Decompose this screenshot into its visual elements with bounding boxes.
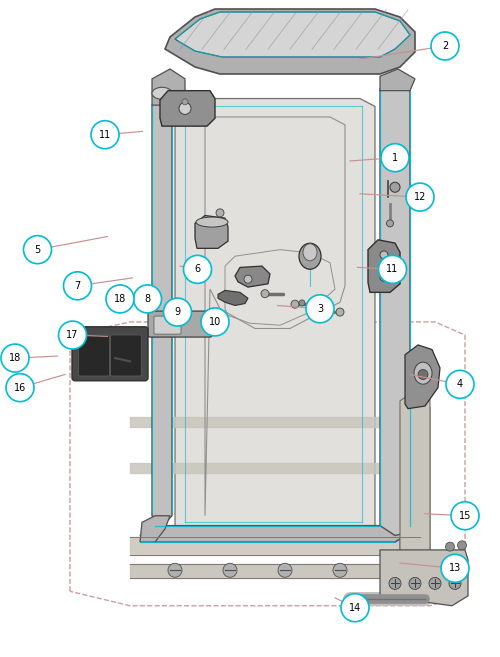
Text: 1: 1	[392, 152, 398, 163]
Circle shape	[446, 371, 474, 398]
Circle shape	[341, 594, 369, 622]
Text: 16: 16	[14, 382, 26, 393]
Polygon shape	[368, 240, 400, 292]
Circle shape	[24, 236, 52, 263]
Circle shape	[291, 300, 299, 308]
Polygon shape	[400, 397, 430, 604]
Circle shape	[381, 144, 409, 171]
Text: 11: 11	[386, 264, 398, 275]
Polygon shape	[380, 72, 410, 542]
Polygon shape	[140, 526, 410, 542]
Polygon shape	[165, 9, 415, 74]
Text: 10: 10	[209, 317, 221, 327]
Polygon shape	[235, 266, 270, 287]
Polygon shape	[405, 345, 440, 409]
Circle shape	[441, 555, 469, 582]
Text: 9: 9	[174, 307, 180, 317]
FancyBboxPatch shape	[154, 316, 181, 334]
Text: 5: 5	[34, 244, 40, 255]
Circle shape	[429, 578, 441, 589]
Polygon shape	[152, 91, 172, 526]
Circle shape	[223, 563, 237, 578]
Circle shape	[114, 349, 126, 361]
Circle shape	[380, 273, 388, 281]
Text: 13: 13	[449, 563, 461, 574]
Text: 6: 6	[194, 264, 200, 275]
Circle shape	[106, 285, 134, 313]
Circle shape	[91, 121, 119, 148]
Circle shape	[409, 578, 421, 589]
Circle shape	[201, 308, 229, 336]
Circle shape	[333, 563, 347, 578]
Circle shape	[164, 298, 192, 326]
Circle shape	[179, 102, 191, 114]
Circle shape	[389, 578, 401, 589]
Circle shape	[216, 209, 224, 217]
Circle shape	[261, 290, 269, 298]
Circle shape	[244, 275, 252, 283]
Circle shape	[1, 344, 29, 372]
Polygon shape	[175, 12, 410, 57]
Text: 4: 4	[457, 379, 463, 390]
Text: 11: 11	[99, 129, 111, 140]
Text: 18: 18	[114, 294, 126, 304]
Text: 15: 15	[459, 510, 471, 521]
FancyBboxPatch shape	[110, 335, 142, 376]
Circle shape	[418, 369, 428, 380]
Ellipse shape	[196, 217, 228, 227]
Ellipse shape	[303, 244, 317, 261]
Polygon shape	[380, 69, 415, 91]
Circle shape	[58, 321, 86, 349]
Circle shape	[451, 502, 479, 530]
Circle shape	[336, 308, 344, 316]
Circle shape	[134, 285, 162, 313]
Circle shape	[168, 563, 182, 578]
Circle shape	[64, 272, 92, 300]
Polygon shape	[152, 69, 185, 105]
Text: 7: 7	[74, 281, 80, 291]
Ellipse shape	[152, 87, 172, 99]
Circle shape	[278, 563, 292, 578]
Text: 8: 8	[144, 294, 150, 304]
Circle shape	[431, 32, 459, 60]
Polygon shape	[175, 99, 375, 537]
FancyBboxPatch shape	[78, 335, 110, 376]
Text: 18: 18	[9, 353, 21, 363]
Circle shape	[184, 256, 212, 283]
Ellipse shape	[299, 243, 321, 269]
FancyBboxPatch shape	[148, 311, 212, 337]
Circle shape	[458, 541, 466, 550]
Circle shape	[390, 182, 400, 193]
Circle shape	[386, 220, 394, 227]
Text: 12: 12	[414, 192, 426, 202]
Text: 2: 2	[442, 41, 448, 51]
Polygon shape	[218, 290, 248, 306]
Polygon shape	[195, 215, 228, 248]
Polygon shape	[140, 516, 170, 542]
Circle shape	[406, 183, 434, 211]
Ellipse shape	[414, 362, 432, 384]
Text: 14: 14	[349, 602, 361, 613]
Circle shape	[449, 578, 461, 589]
Circle shape	[299, 300, 305, 306]
Text: 3: 3	[317, 304, 323, 314]
Circle shape	[446, 542, 454, 551]
Polygon shape	[160, 91, 215, 126]
Polygon shape	[400, 391, 430, 593]
Circle shape	[380, 251, 388, 259]
Polygon shape	[380, 550, 468, 606]
FancyBboxPatch shape	[72, 327, 148, 381]
Text: 17: 17	[66, 330, 78, 340]
Circle shape	[378, 256, 406, 283]
Circle shape	[6, 374, 34, 401]
Circle shape	[306, 295, 334, 323]
Circle shape	[182, 99, 188, 105]
